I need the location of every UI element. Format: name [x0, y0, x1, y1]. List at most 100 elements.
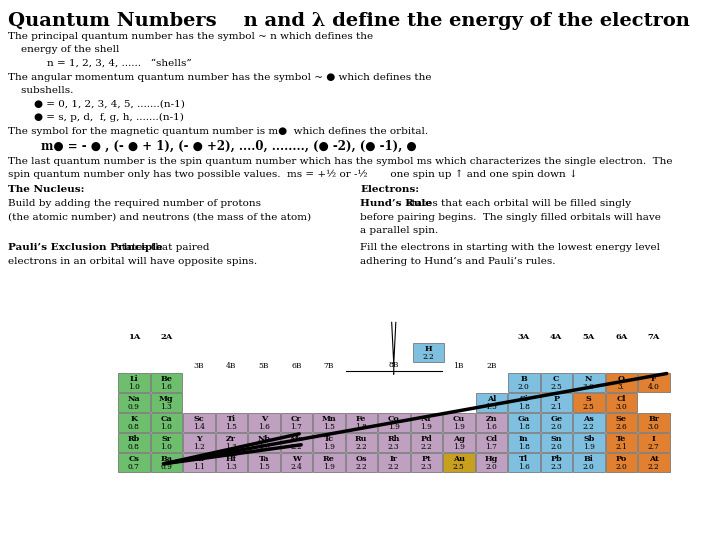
Text: Zr: Zr: [226, 435, 236, 443]
Text: Y: Y: [196, 435, 202, 443]
Bar: [606, 413, 637, 432]
Text: 1.7: 1.7: [290, 423, 302, 431]
Bar: [508, 453, 539, 472]
Text: La: La: [193, 455, 204, 463]
Text: Te: Te: [616, 435, 626, 443]
Text: 1.6: 1.6: [161, 383, 172, 392]
Bar: [378, 413, 410, 432]
Bar: [475, 433, 507, 452]
Bar: [248, 433, 279, 452]
Text: 1.5: 1.5: [323, 423, 335, 431]
Bar: [606, 393, 637, 412]
Bar: [541, 453, 572, 472]
Text: The symbol for the magnetic quantum number is m●  which defines the orbital.: The symbol for the magnetic quantum numb…: [8, 126, 428, 136]
Text: K: K: [130, 415, 138, 423]
Bar: [573, 453, 605, 472]
Text: Br: Br: [648, 415, 660, 423]
Bar: [248, 453, 279, 472]
Bar: [378, 433, 410, 452]
Text: Hund’s Rule: Hund’s Rule: [360, 199, 432, 208]
Text: spin quantum number only has two possible values.  ms = +½ or -½       one spin : spin quantum number only has two possibl…: [8, 170, 577, 179]
Text: Ba: Ba: [161, 455, 172, 463]
Text: 1.3: 1.3: [225, 443, 237, 451]
Bar: [606, 373, 637, 392]
Text: ● = 0, 1, 2, 3, 4, 5, .......(n-1): ● = 0, 1, 2, 3, 4, 5, .......(n-1): [8, 99, 185, 109]
Bar: [150, 393, 182, 412]
Text: 1.7: 1.7: [485, 443, 498, 451]
Text: 1.2: 1.2: [193, 443, 204, 451]
Text: P: P: [553, 395, 559, 403]
Text: Tc: Tc: [324, 435, 334, 443]
Text: Li: Li: [130, 375, 138, 383]
Text: In: In: [519, 435, 528, 443]
Text: 0.7: 0.7: [128, 463, 140, 471]
Text: 2B: 2B: [486, 362, 497, 370]
Text: Ag: Ag: [453, 435, 464, 443]
Text: electrons in an orbital will have opposite spins.: electrons in an orbital will have opposi…: [8, 257, 257, 266]
Bar: [313, 433, 344, 452]
Text: N: N: [585, 375, 593, 383]
Text: energy of the shell: energy of the shell: [8, 45, 120, 55]
Text: 1.9: 1.9: [323, 463, 335, 471]
Text: I: I: [652, 435, 656, 443]
Text: Pb: Pb: [550, 455, 562, 463]
Text: Pd: Pd: [420, 435, 432, 443]
Text: 1.9: 1.9: [388, 423, 400, 431]
Bar: [606, 453, 637, 472]
Text: As: As: [583, 415, 594, 423]
Text: 1.6: 1.6: [258, 423, 270, 431]
Text: Cd: Cd: [485, 435, 498, 443]
Text: 1.0: 1.0: [161, 423, 172, 431]
Bar: [410, 433, 442, 452]
Text: H: H: [424, 345, 432, 353]
Text: C: C: [553, 375, 559, 383]
Text: before pairing begins.  The singly filled orbitals will have: before pairing begins. The singly filled…: [360, 213, 661, 221]
Bar: [443, 413, 474, 432]
Text: S: S: [586, 395, 592, 403]
Text: Al: Al: [487, 395, 496, 403]
Bar: [508, 373, 539, 392]
Text: 7A: 7A: [647, 333, 660, 341]
Text: Quantum Numbers    n and λ define the energy of the electron: Quantum Numbers n and λ define the energ…: [8, 12, 690, 30]
Text: 1.5: 1.5: [485, 403, 498, 411]
Text: 6A: 6A: [615, 333, 627, 341]
Text: Na: Na: [127, 395, 140, 403]
Text: 2.2: 2.2: [423, 353, 434, 361]
Text: Nb: Nb: [257, 435, 270, 443]
Text: The principal quantum number has the symbol ~ n which defines the: The principal quantum number has the sym…: [8, 32, 373, 41]
Text: Pauli’s Exclusion Principle: Pauli’s Exclusion Principle: [8, 244, 163, 253]
Text: O: O: [618, 375, 625, 383]
Bar: [346, 453, 377, 472]
Bar: [541, 393, 572, 412]
Text: 1.8: 1.8: [518, 403, 530, 411]
Text: 3.0: 3.0: [583, 383, 595, 392]
Text: Ti: Ti: [227, 415, 235, 423]
Text: 2.2: 2.2: [290, 443, 302, 451]
Text: 5A: 5A: [582, 333, 595, 341]
Text: 2.0: 2.0: [583, 463, 595, 471]
Bar: [150, 413, 182, 432]
Text: n = 1, 2, 3, 4, ......   “shells”: n = 1, 2, 3, 4, ...... “shells”: [8, 59, 192, 68]
Bar: [541, 373, 572, 392]
Text: 2.5: 2.5: [453, 463, 464, 471]
Text: 1.8: 1.8: [518, 423, 530, 431]
Bar: [443, 433, 474, 452]
Text: Fe: Fe: [356, 415, 366, 423]
Bar: [346, 413, 377, 432]
Bar: [638, 373, 670, 392]
Text: 3.0: 3.0: [648, 423, 660, 431]
Text: F: F: [651, 375, 657, 383]
Bar: [638, 433, 670, 452]
Text: Cr: Cr: [291, 415, 302, 423]
Text: Fill the electrons in starting with the lowest energy level: Fill the electrons in starting with the …: [360, 244, 660, 253]
Text: 2.5: 2.5: [583, 403, 595, 411]
Bar: [118, 453, 150, 472]
Text: adhering to Hund’s and Pauli’s rules.: adhering to Hund’s and Pauli’s rules.: [360, 257, 556, 266]
Bar: [183, 413, 215, 432]
Text: Sn: Sn: [551, 435, 562, 443]
Bar: [215, 433, 247, 452]
Text: 1.6: 1.6: [258, 443, 270, 451]
Text: Pt: Pt: [421, 455, 431, 463]
Bar: [410, 453, 442, 472]
Text: 2.5: 2.5: [550, 383, 562, 392]
